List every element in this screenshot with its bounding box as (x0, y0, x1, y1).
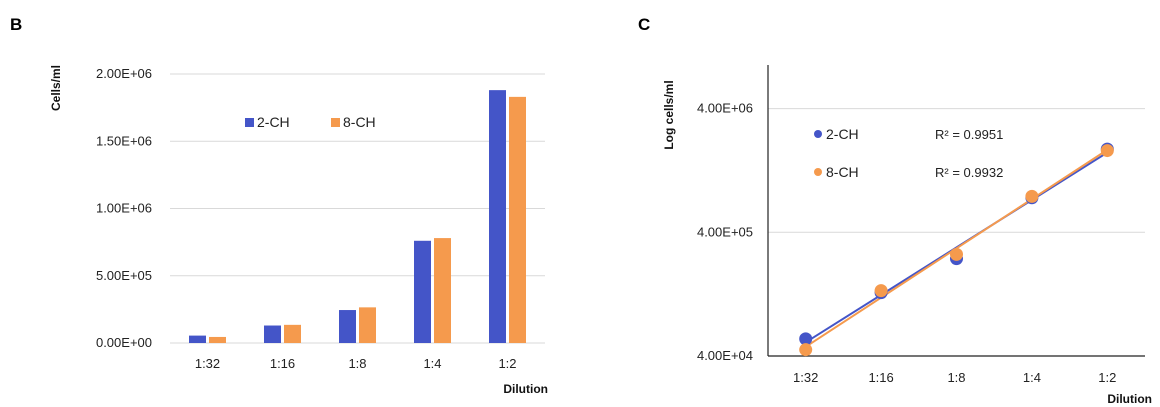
c-r2-label: R² = 0.9932 (935, 165, 1003, 180)
b-bar-2-ch (339, 310, 356, 343)
b-bar-2-ch (189, 335, 206, 343)
c-x-tick-label: 1:16 (868, 370, 893, 385)
chart-b: B 0.00E+00 5.00E+05 1.00E+06 1.50E+06 2.00E+… (10, 15, 548, 396)
c-point-8-ch (874, 284, 888, 298)
panel-label-b: B (10, 15, 22, 34)
c-point-8-ch (1100, 144, 1114, 158)
b-legend-label: 2-CH (257, 114, 290, 130)
c-r2-label: R² = 0.9951 (935, 127, 1003, 142)
b-y-tick-labels: 0.00E+00 5.00E+05 1.00E+06 1.50E+06 2.00E+06 (96, 66, 152, 350)
b-x-tick-label: 1:4 (423, 356, 441, 371)
c-x-tick-label: 1:2 (1098, 370, 1116, 385)
b-bar-8-ch (284, 324, 301, 343)
b-y-tick-label: 1.00E+06 (96, 201, 152, 216)
c-y-tick-label: 4.00E+06 (697, 101, 753, 116)
b-legend: 2-CH 8-CH (245, 114, 376, 130)
c-gridlines (768, 108, 1145, 357)
c-point-8-ch (1025, 189, 1039, 203)
c-points (799, 142, 1114, 357)
c-y-tick-label: 4.00E+05 (697, 224, 753, 239)
c-x-tick-label: 1:4 (1023, 370, 1041, 385)
c-x-axis-title: Dilution (1107, 392, 1152, 406)
b-bar-8-ch (359, 307, 376, 343)
b-x-tick-label: 1:2 (498, 356, 516, 371)
c-y-axis-title: Log cells/ml (662, 80, 676, 149)
b-y-tick-label: 1.50E+06 (96, 133, 152, 148)
c-legend-marker-8-ch (814, 168, 822, 176)
b-bar-2-ch (414, 240, 431, 343)
c-legend: 2-CH R² = 0.9951 8-CH R² = 0.9932 (814, 126, 1003, 180)
c-point-8-ch (950, 247, 963, 261)
c-y-tick-label: 4.00E+04 (697, 348, 753, 363)
chart-c: C 4.00E+044.00E+054.00E+06 1:32 1:16 1:8 1:… (638, 15, 1152, 406)
b-x-axis-title: Dilution (503, 382, 548, 396)
b-bar-8-ch (509, 96, 526, 344)
b-bar-8-ch (434, 238, 451, 343)
b-legend-swatch-2-ch (245, 118, 254, 127)
b-legend-label: 8-CH (343, 114, 376, 130)
b-y-tick-label: 5.00E+05 (96, 268, 152, 283)
c-x-tick-labels: 1:32 1:16 1:8 1:4 1:2 (793, 370, 1116, 385)
b-bar-2-ch (264, 325, 281, 343)
b-y-tick-label: 2.00E+06 (96, 66, 152, 81)
b-x-tick-label: 1:16 (270, 356, 295, 371)
b-bar-2-ch (489, 90, 506, 343)
c-legend-marker-2-ch (814, 130, 822, 138)
c-x-tick-label: 1:32 (793, 370, 818, 385)
b-x-tick-label: 1:8 (348, 356, 366, 371)
b-y-tick-label: 0.00E+00 (96, 335, 152, 350)
c-legend-label: 2-CH (826, 126, 859, 142)
c-x-tick-label: 1:8 (947, 370, 965, 385)
b-x-tick-labels: 1:32 1:16 1:8 1:4 1:2 (195, 356, 517, 371)
c-point-2-ch (799, 332, 813, 346)
b-y-axis-title: Cells/ml (49, 65, 63, 111)
panel-label-c: C (638, 15, 650, 34)
b-legend-swatch-8-ch (331, 118, 340, 127)
b-gridlines (170, 73, 545, 344)
b-bars (189, 90, 526, 344)
b-x-tick-label: 1:32 (195, 356, 220, 371)
c-point-8-ch (799, 343, 813, 357)
b-bar-8-ch (209, 336, 226, 343)
c-y-tick-labels: 4.00E+04 4.00E+05 4.00E+06 (697, 101, 753, 363)
c-legend-label: 8-CH (826, 164, 859, 180)
